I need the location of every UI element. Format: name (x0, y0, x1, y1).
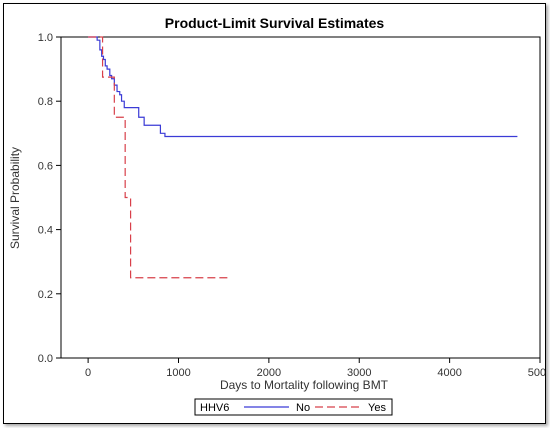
y-tick-label: 0.6 (38, 160, 53, 172)
x-tick-label: 3000 (347, 367, 371, 379)
y-tick-label: 0.4 (38, 225, 53, 237)
y-tick-label: 0.8 (38, 96, 53, 108)
series-lines (88, 36, 518, 279)
series-line-yes (88, 36, 231, 279)
chart-title: Product-Limit Survival Estimates (165, 15, 385, 31)
x-tick-label: 2000 (257, 367, 281, 379)
y-tick-label: 1.0 (38, 32, 53, 44)
plot-area (60, 36, 541, 359)
x-tick-label: 4000 (437, 367, 461, 379)
legend-label-no: No (296, 402, 310, 414)
x-tick-label: 0 (85, 367, 91, 379)
legend-title: HHV6 (200, 402, 229, 414)
x-axis: 0 1000 2000 3000 4000 5000 (85, 358, 545, 379)
x-tick-label: 1000 (166, 367, 190, 379)
legend-label-yes: Yes (368, 402, 386, 414)
series-line-no (88, 36, 518, 138)
legend-box (194, 398, 393, 416)
x-axis-label: Days to Mortality following BMT (220, 378, 389, 392)
x-tick-label: 5000 (528, 367, 545, 379)
y-tick-label: 0.2 (38, 289, 53, 301)
chart-frame: Product-Limit Survival Estimates 0.0 0.2 0… (3, 3, 546, 424)
survival-chart: Product-Limit Survival Estimates 0.00.20… (8, 15, 545, 416)
y-axis-label: Survival Probability (8, 147, 22, 249)
y-tick-label: 0.0 (38, 353, 53, 365)
y-axis: 0.0 0.2 0.4 0.6 0.8 1.0 (38, 32, 61, 365)
legend: HHV6 No Yes (194, 398, 393, 416)
